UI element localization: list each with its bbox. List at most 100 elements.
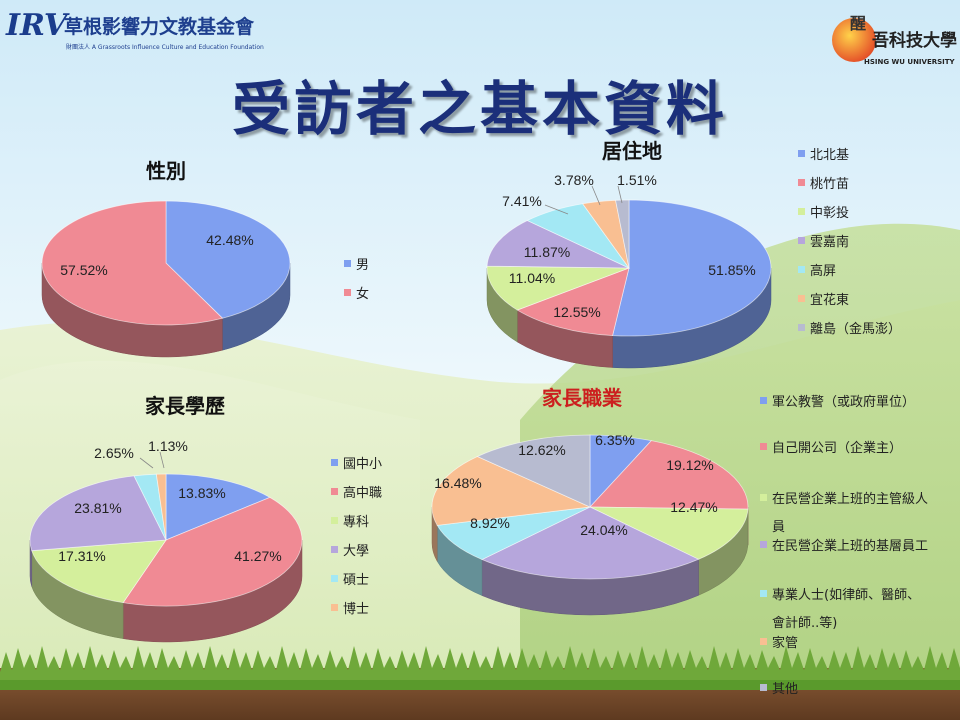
occupation-slice-5 [431,456,592,526]
occupation-legend-item-5: 家管 [760,635,798,651]
gender-chart: 性別 42.48% 57.52% 男女 [41,159,369,358]
occupation-legend-label-4-cont: 會計師..等) [772,615,837,631]
occupation-value-label-3: 24.04% [580,522,627,538]
residence-legend-item-2: 中彰投 [798,205,849,221]
education-legend-swatch-3 [331,546,338,553]
university-logo-top-char: 醒 [850,14,867,33]
residence-chart-title: 居住地 [602,139,662,163]
occupation-slice-3 [481,506,700,580]
occupation-legend-label-2: 在民營企業上班的主管級人 [772,491,928,507]
university-emblem-icon [832,18,876,62]
residence-legend-swatch-3 [798,237,805,244]
residence-legend-label-2: 中彰投 [810,205,849,221]
gender-value-label-1: 57.52% [60,262,107,278]
gender-chart-title: 性別 [146,159,186,183]
education-chart: 家長學歷 13.83% 41.27% 17.31% 23.81% 2.65% 1.13% 國中… [29,394,382,643]
occupation-legend-swatch-1 [760,443,767,450]
occupation-legend-label-0: 軍公教警（或政府單位） [772,394,915,410]
gender-legend-label-0: 男 [356,258,369,273]
occupation-legend-label-2-cont: 員 [772,520,785,535]
education-legend-label-1: 高中職 [343,485,382,501]
education-legend-label-3: 大學 [343,544,369,559]
university-english-name: HSING WU UNIVERSITY [864,58,955,66]
occupation-value-label-0: 6.35% [595,432,635,448]
gender-slice-0 [165,200,291,319]
occupation-legend-item-4: 專業人士(如律師、醫師、會計師..等) [760,587,920,631]
occupation-chart: 家長職業 6.35% 19.12% 12.47% 24.04% 8.92% 16.48% 12… [431,386,928,697]
residence-slice-1 [516,267,630,336]
education-slice-1 [122,496,303,607]
residence-legend-label-3: 雲嘉南 [810,234,849,250]
foundation-name: 草根影響力文教基金會 [64,16,255,38]
occupation-legend-item-0: 軍公教警（或政府單位） [760,394,915,410]
residence-legend-item-5: 宜花東 [798,292,849,308]
occupation-legend-label-6: 其他 [772,682,798,697]
residence-legend-label-4: 高屏 [810,263,836,279]
occupation-value-label-5: 16.48% [434,475,481,491]
education-chart-title: 家長學歷 [145,394,225,418]
gender-legend-item-1: 女 [344,286,369,302]
occupation-slice-6 [476,434,591,508]
occupation-value-label-6: 12.62% [518,442,565,458]
gender-legend-swatch-0 [344,260,351,267]
education-legend-swatch-0 [331,459,338,466]
occupation-chart-title: 家長職業 [542,386,623,410]
occupation-legend-label-4: 專業人士(如律師、醫師、 [772,587,920,603]
education-value-label-2: 17.31% [58,548,105,564]
residence-value-label-0: 51.85% [708,262,755,278]
education-legend-item-0: 國中小 [331,457,382,472]
occupation-legend-label-5: 家管 [772,635,798,651]
occupation-legend-swatch-2 [760,494,767,501]
education-legend-label-5: 博士 [343,602,369,617]
education-leader-line-1 [159,451,165,469]
occupation-legend-item-3: 在民營企業上班的基層員工 [760,538,928,554]
occupation-value-label-4: 8.92% [470,515,510,531]
gender-value-label-0: 42.48% [206,232,253,248]
residence-legend-swatch-5 [798,295,805,302]
occupation-legend: 軍公教警（或政府單位） 自己開公司（企業主） 在民營企業上班的主管級人員在民營企業上… [760,394,928,697]
residence-chart: 居住地 51.85% 12.55% 11.04% 11.87% 7.41% 3.78% 1.5… [486,139,901,369]
residence-slice-2 [486,265,630,311]
residence-legend-label-1: 桃竹苗 [810,177,849,192]
education-legend-item-1: 高中職 [331,485,382,501]
education-legend-item-3: 大學 [331,544,369,559]
residence-legend-item-1: 桃竹苗 [798,177,849,192]
residence-value-label-6: 1.51% [617,172,657,188]
gender-slice-1 [41,200,224,326]
occupation-slice-1 [589,440,749,510]
occupation-legend-item-6: 其他 [760,682,798,697]
occupation-legend-swatch-5 [760,638,767,645]
university-name: 吾科技大學 [872,31,957,51]
education-legend-item-4: 碩士 [331,573,369,588]
residence-legend-item-3: 雲嘉南 [798,234,849,250]
education-legend-item-2: 專科 [331,515,369,530]
residence-legend-label-0: 北北基 [810,148,849,163]
occupation-legend-item-1: 自己開公司（企業主） [760,440,902,456]
education-legend-label-2: 專科 [343,515,369,530]
residence-legend-item-6: 離島（金馬澎） [798,321,901,337]
foundation-logo: IRV 草根影響力文教基金會 財團法人 A Grassroots Influen… [2,6,264,56]
residence-legend-item-0: 北北基 [798,148,849,163]
occupation-slice-2 [589,506,749,560]
education-legend-label-4: 碩士 [343,573,369,588]
residence-value-label-5: 3.78% [554,172,594,188]
residence-leader-line-0 [544,204,569,215]
foundation-subtitle: 財團法人 A Grassroots Influence Culture and … [66,44,264,51]
education-value-label-0: 13.83% [178,485,225,501]
residence-legend-swatch-1 [798,179,805,186]
residence-value-label-3: 11.87% [524,244,570,260]
gender-legend: 男女 [344,258,369,302]
education-value-label-4: 2.65% [94,445,134,461]
education-legend-item-5: 博士 [331,602,369,617]
residence-legend-item-4: 高屏 [798,263,836,279]
residence-legend-label-5: 宜花東 [810,292,849,308]
occupation-legend-swatch-3 [760,541,767,548]
occupation-legend-swatch-4 [760,590,767,597]
occupation-slice-4 [436,506,591,560]
residence-leader-line-2 [617,185,623,204]
education-legend-label-0: 國中小 [343,457,382,472]
